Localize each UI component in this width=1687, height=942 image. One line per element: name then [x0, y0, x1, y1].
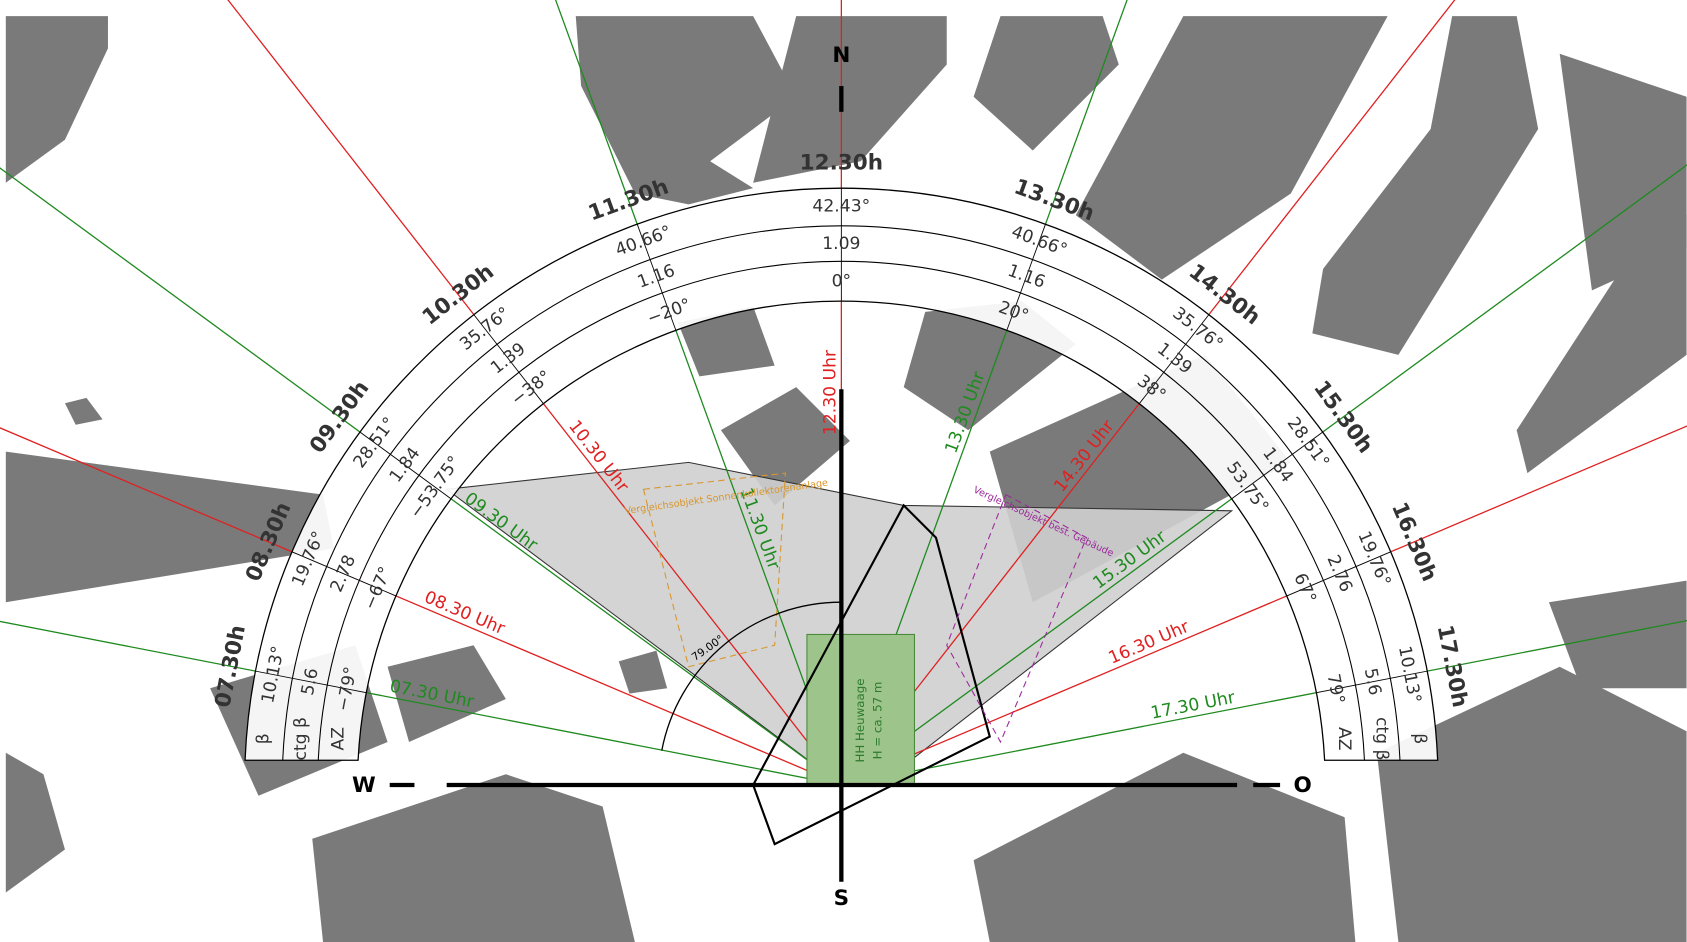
compass-south: S — [834, 886, 850, 911]
ring-divider — [473, 314, 544, 404]
compass-east: O — [1294, 773, 1312, 798]
building — [5, 451, 334, 603]
building-height: H = ca. 57 m — [870, 682, 884, 760]
row-header: AZ — [329, 727, 349, 751]
building — [5, 752, 65, 893]
azimuth-label: 0° — [832, 272, 852, 292]
comparison-object — [642, 472, 787, 668]
hour-label: 12.30h — [800, 150, 883, 175]
ring-divider — [1006, 224, 1046, 331]
building — [753, 16, 947, 183]
hour-label: 17.30h — [1432, 623, 1472, 710]
building — [973, 16, 1119, 151]
ray-label: 17.30 Uhr — [1149, 688, 1237, 724]
ray-label: 12.30 Uhr — [821, 349, 841, 435]
comparison-object — [946, 493, 1088, 744]
building — [1075, 16, 1388, 280]
ring-divider — [636, 224, 677, 331]
ray-label: 08.30 Uhr — [421, 587, 508, 639]
ctg-label: 1.09 — [822, 234, 860, 254]
ring-divider — [359, 431, 452, 500]
ring-divider — [291, 551, 397, 597]
building — [575, 16, 797, 205]
building — [5, 16, 108, 183]
building — [1516, 215, 1687, 474]
building — [387, 645, 506, 742]
building-name: HH Heuwaage — [853, 678, 867, 762]
ring-divider — [1231, 431, 1323, 500]
building — [720, 387, 850, 506]
ring-divider — [255, 670, 367, 694]
building — [312, 774, 635, 942]
building — [677, 306, 775, 377]
compass-north: N — [832, 43, 850, 68]
ring-divider — [1286, 551, 1391, 597]
beta-label: 42.43° — [812, 196, 870, 216]
compass-west: W — [352, 773, 376, 798]
ray-label: 16.30 Uhr — [1106, 617, 1193, 669]
building — [1312, 16, 1539, 355]
heuwaage-building — [806, 633, 916, 786]
ring-divider — [1138, 314, 1210, 404]
row-header: β — [1409, 733, 1429, 744]
row-header: ctg β — [291, 717, 311, 761]
row-header: AZ — [1334, 727, 1354, 751]
angle-arc — [661, 601, 842, 751]
shadow-outline — [751, 503, 992, 846]
row-header: β — [253, 733, 273, 744]
row-header: ctg β — [1372, 717, 1392, 761]
building — [64, 397, 103, 425]
building — [973, 752, 1356, 942]
building — [1376, 666, 1687, 942]
building — [618, 650, 668, 694]
ring-divider — [1316, 670, 1428, 694]
ring-band — [244, 187, 1439, 761]
